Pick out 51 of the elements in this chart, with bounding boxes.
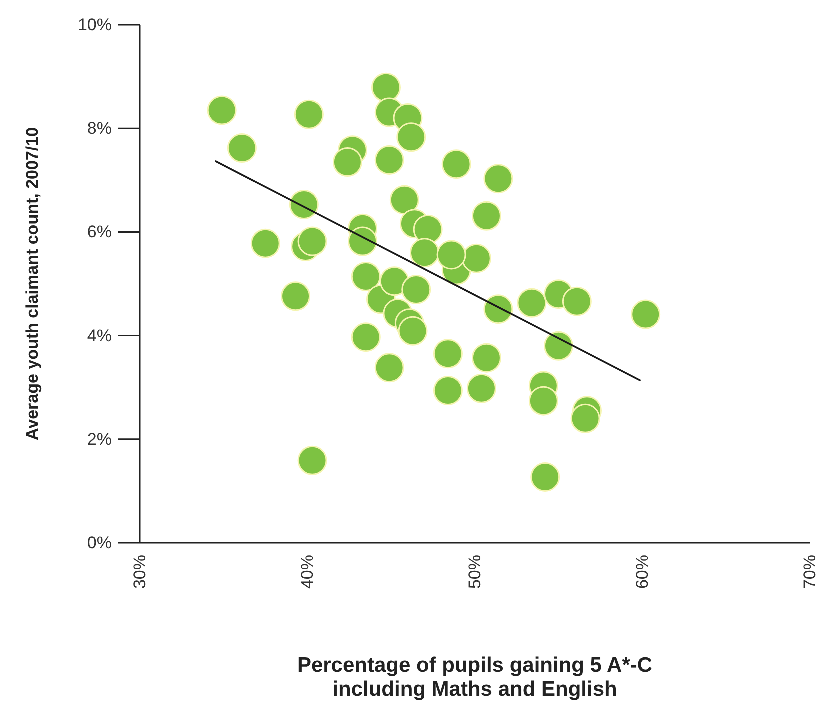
point xyxy=(390,185,420,215)
y-tick-label: 4% xyxy=(87,326,112,346)
point xyxy=(374,353,404,383)
point xyxy=(374,145,404,175)
point xyxy=(289,190,319,220)
point xyxy=(402,274,432,304)
point xyxy=(281,282,311,312)
point xyxy=(207,96,237,126)
point xyxy=(413,214,443,244)
point xyxy=(484,164,514,194)
point xyxy=(351,322,381,352)
point xyxy=(484,294,514,324)
point xyxy=(562,286,592,316)
point xyxy=(410,238,440,268)
point xyxy=(298,226,328,256)
point xyxy=(396,122,426,152)
x-tick-label: 50% xyxy=(466,555,484,590)
point xyxy=(398,316,428,346)
point xyxy=(631,300,661,330)
x-axis-title: Percentage of pupils gaining 5 A*-C including Maths and English xyxy=(297,654,653,701)
y-axis-title: Average youth claimant count, 2007/10 xyxy=(23,127,42,441)
point xyxy=(466,374,496,404)
point xyxy=(462,244,492,274)
y-tick-label: 2% xyxy=(87,430,112,449)
x-tick-label: 70% xyxy=(800,555,820,590)
point xyxy=(544,331,574,361)
y-tick-label: 6% xyxy=(87,222,112,242)
x-tick-label: 40% xyxy=(298,555,317,590)
point xyxy=(528,386,558,416)
y-tick-label: 10% xyxy=(78,16,112,34)
point xyxy=(348,226,378,256)
point xyxy=(294,100,324,130)
point xyxy=(472,201,502,231)
point xyxy=(332,148,362,178)
point xyxy=(517,288,547,318)
point xyxy=(570,404,600,434)
point xyxy=(371,72,401,102)
y-tick-label: 0% xyxy=(87,534,112,552)
point xyxy=(433,339,463,369)
point xyxy=(433,376,463,406)
x-tick-label: 30% xyxy=(130,555,150,590)
point xyxy=(227,134,257,164)
point xyxy=(250,228,280,258)
y-tick-label: 8% xyxy=(87,119,112,138)
x-tick-label: 60% xyxy=(633,555,652,590)
point xyxy=(436,240,466,270)
point xyxy=(442,150,472,180)
point xyxy=(298,446,328,476)
point xyxy=(351,262,381,292)
point xyxy=(530,462,560,492)
point xyxy=(472,343,502,373)
